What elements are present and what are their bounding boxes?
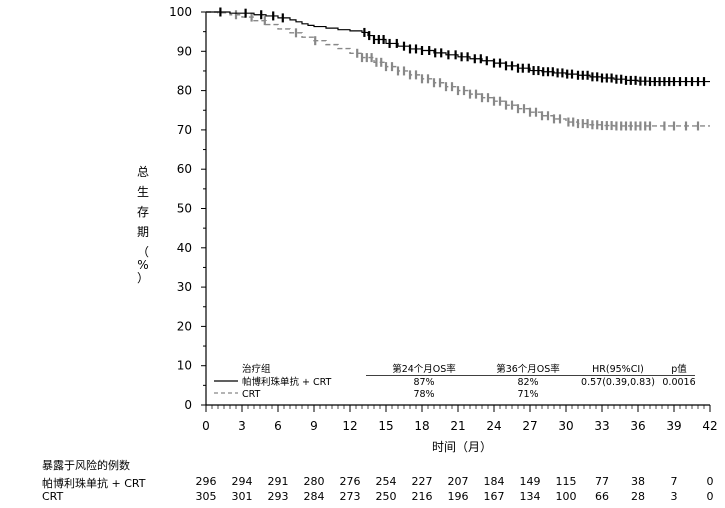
x-tick-label: 12	[342, 419, 357, 433]
risk-cell: 216	[411, 490, 433, 503]
risk-cell: 293	[267, 490, 289, 503]
risk-cell: 7	[670, 475, 678, 488]
x-axis-label: 时间（月）	[432, 440, 492, 454]
y-tick-label: 10	[177, 359, 192, 373]
y-tick-label: 50	[177, 202, 192, 216]
risk-cell: 184	[483, 475, 505, 488]
x-tick-label: 6	[274, 419, 282, 433]
risk-cell: 196	[447, 490, 469, 503]
y-tick-label: 90	[177, 44, 192, 58]
y-tick-label: 0	[184, 398, 192, 412]
risk-cell: 305	[195, 490, 217, 503]
legend-header-hr: HR(95%CI)	[592, 364, 644, 375]
risk-cell: 276	[339, 475, 361, 488]
risk-cell: 301	[231, 490, 253, 503]
series-line-crt	[206, 11, 710, 127]
risk-cell: 115	[555, 475, 577, 488]
legend-row1-os36: 82%	[517, 377, 538, 388]
x-tick-label: 24	[486, 419, 501, 433]
y-tick-label: 30	[177, 280, 192, 294]
y-tick-label: 80	[177, 84, 192, 98]
x-tick-label: 0	[202, 419, 210, 433]
risk-cell: 149	[519, 475, 541, 488]
legend-header-os24: 第24个月OS率	[392, 363, 456, 375]
risk-cell: 0	[706, 475, 714, 488]
x-tick-label: 33	[594, 419, 609, 433]
x-tick-label: 30	[558, 419, 573, 433]
risk-cell: 3	[670, 490, 678, 503]
legend-row1-p: 0.0016	[662, 377, 695, 388]
x-tick-label: 39	[666, 419, 681, 433]
risk-cell: 167	[483, 490, 505, 503]
x-tick-label: 3	[238, 419, 246, 433]
y-axis-label-char: （	[136, 245, 149, 259]
y-tick-label: 100	[169, 5, 192, 19]
risk-cell: 273	[339, 490, 361, 503]
risk-cell: 0	[706, 490, 714, 503]
risk-row-label: 帕博利珠单抗 + CRT	[42, 477, 146, 490]
risk-cell: 227	[411, 475, 433, 488]
x-tick-label: 21	[450, 419, 465, 433]
risk-cell: 38	[631, 475, 645, 488]
y-axis-label-char: 生	[136, 185, 149, 199]
risk-cell: 134	[519, 490, 541, 503]
risk-cell: 100	[555, 490, 577, 503]
y-tick-label: 70	[177, 123, 192, 137]
risk-cell: 291	[267, 475, 289, 488]
legend-row1-os24: 87%	[413, 377, 434, 388]
risk-cell: 254	[375, 475, 397, 488]
risk-row-label: CRT	[42, 490, 64, 503]
legend-row2-label: CRT	[242, 389, 261, 400]
risk-cell: 207	[447, 475, 469, 488]
legend-header-group: 治疗组	[242, 363, 271, 375]
y-axis-label-char: 期	[136, 225, 149, 239]
risk-cell: 28	[631, 490, 645, 503]
legend-header-p: p值	[671, 363, 687, 375]
series-line-pembro	[206, 11, 710, 83]
risk-cell: 250	[375, 490, 397, 503]
x-tick-label: 9	[310, 419, 318, 433]
risk-cell: 77	[595, 475, 609, 488]
x-tick-label: 18	[414, 419, 429, 433]
risk-cell: 284	[303, 490, 325, 503]
y-axis-label-char: 存	[136, 205, 149, 219]
legend-row1-label: 帕博利珠单抗 + CRT	[242, 376, 332, 388]
y-tick-label: 20	[177, 319, 192, 333]
risk-cell: 280	[303, 475, 325, 488]
legend-row2-os36: 71%	[517, 389, 538, 400]
risk-cell: 66	[595, 490, 609, 503]
y-axis-label-char: ）	[136, 271, 149, 285]
x-tick-label: 42	[702, 419, 717, 433]
y-axis-label-char: 总	[136, 165, 149, 179]
risk-cell: 294	[231, 475, 253, 488]
legend-header-os36: 第36个月OS率	[496, 363, 560, 375]
risk-table-title: 暴露于风险的例数	[42, 459, 130, 472]
y-axis-label-char: %	[137, 258, 149, 272]
y-tick-label: 40	[177, 241, 192, 255]
x-tick-label: 36	[630, 419, 645, 433]
x-tick-label: 27	[522, 419, 537, 433]
y-tick-label: 60	[177, 162, 192, 176]
legend-row2-os24: 78%	[413, 389, 434, 400]
risk-cell: 296	[195, 475, 217, 488]
legend-row1-hr: 0.57(0.39,0.83)	[581, 377, 655, 388]
x-tick-label: 15	[378, 419, 393, 433]
